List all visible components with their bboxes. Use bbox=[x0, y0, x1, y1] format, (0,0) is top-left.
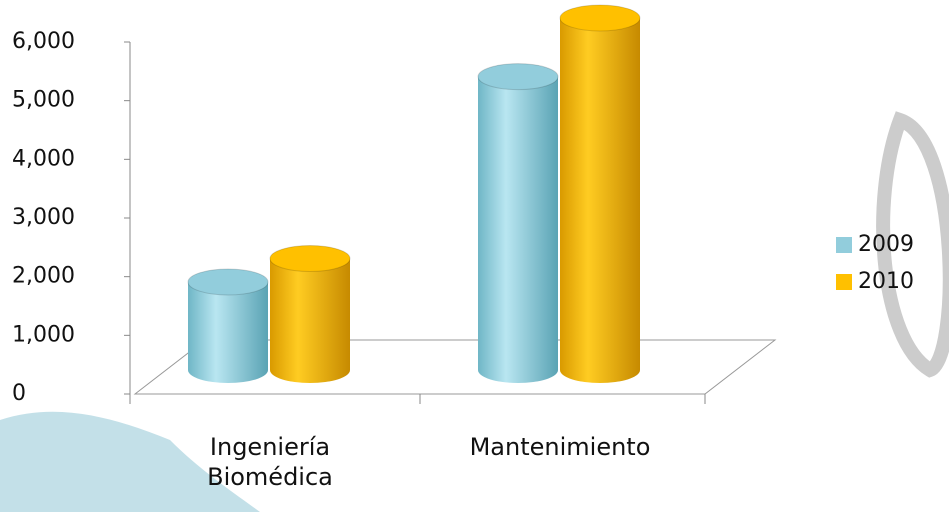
legend-swatch bbox=[836, 237, 852, 253]
bar bbox=[559, 4, 641, 383]
background-shape bbox=[876, 111, 949, 378]
bar bbox=[477, 63, 559, 384]
floor bbox=[133, 339, 777, 395]
y-tick-label: 4,000 bbox=[12, 146, 75, 171]
y-tick-label: 5,000 bbox=[12, 88, 75, 113]
y-tick-label: 1,000 bbox=[12, 322, 75, 347]
legend-label: 2009 bbox=[858, 232, 914, 257]
y-tick-label: 6,000 bbox=[12, 29, 75, 54]
legend-swatch bbox=[836, 274, 852, 290]
bar bbox=[187, 268, 269, 383]
bar bbox=[269, 245, 351, 383]
x-tick-label: Ingeniería Biomédica bbox=[207, 433, 333, 491]
legend-label: 2010 bbox=[858, 269, 914, 294]
y-tick-label: 3,000 bbox=[12, 205, 75, 230]
y-tick-label: 0 bbox=[12, 381, 26, 406]
y-tick-label: 2,000 bbox=[12, 264, 75, 289]
x-tick-label: Mantenimiento bbox=[469, 433, 651, 461]
background-shape bbox=[0, 411, 260, 512]
